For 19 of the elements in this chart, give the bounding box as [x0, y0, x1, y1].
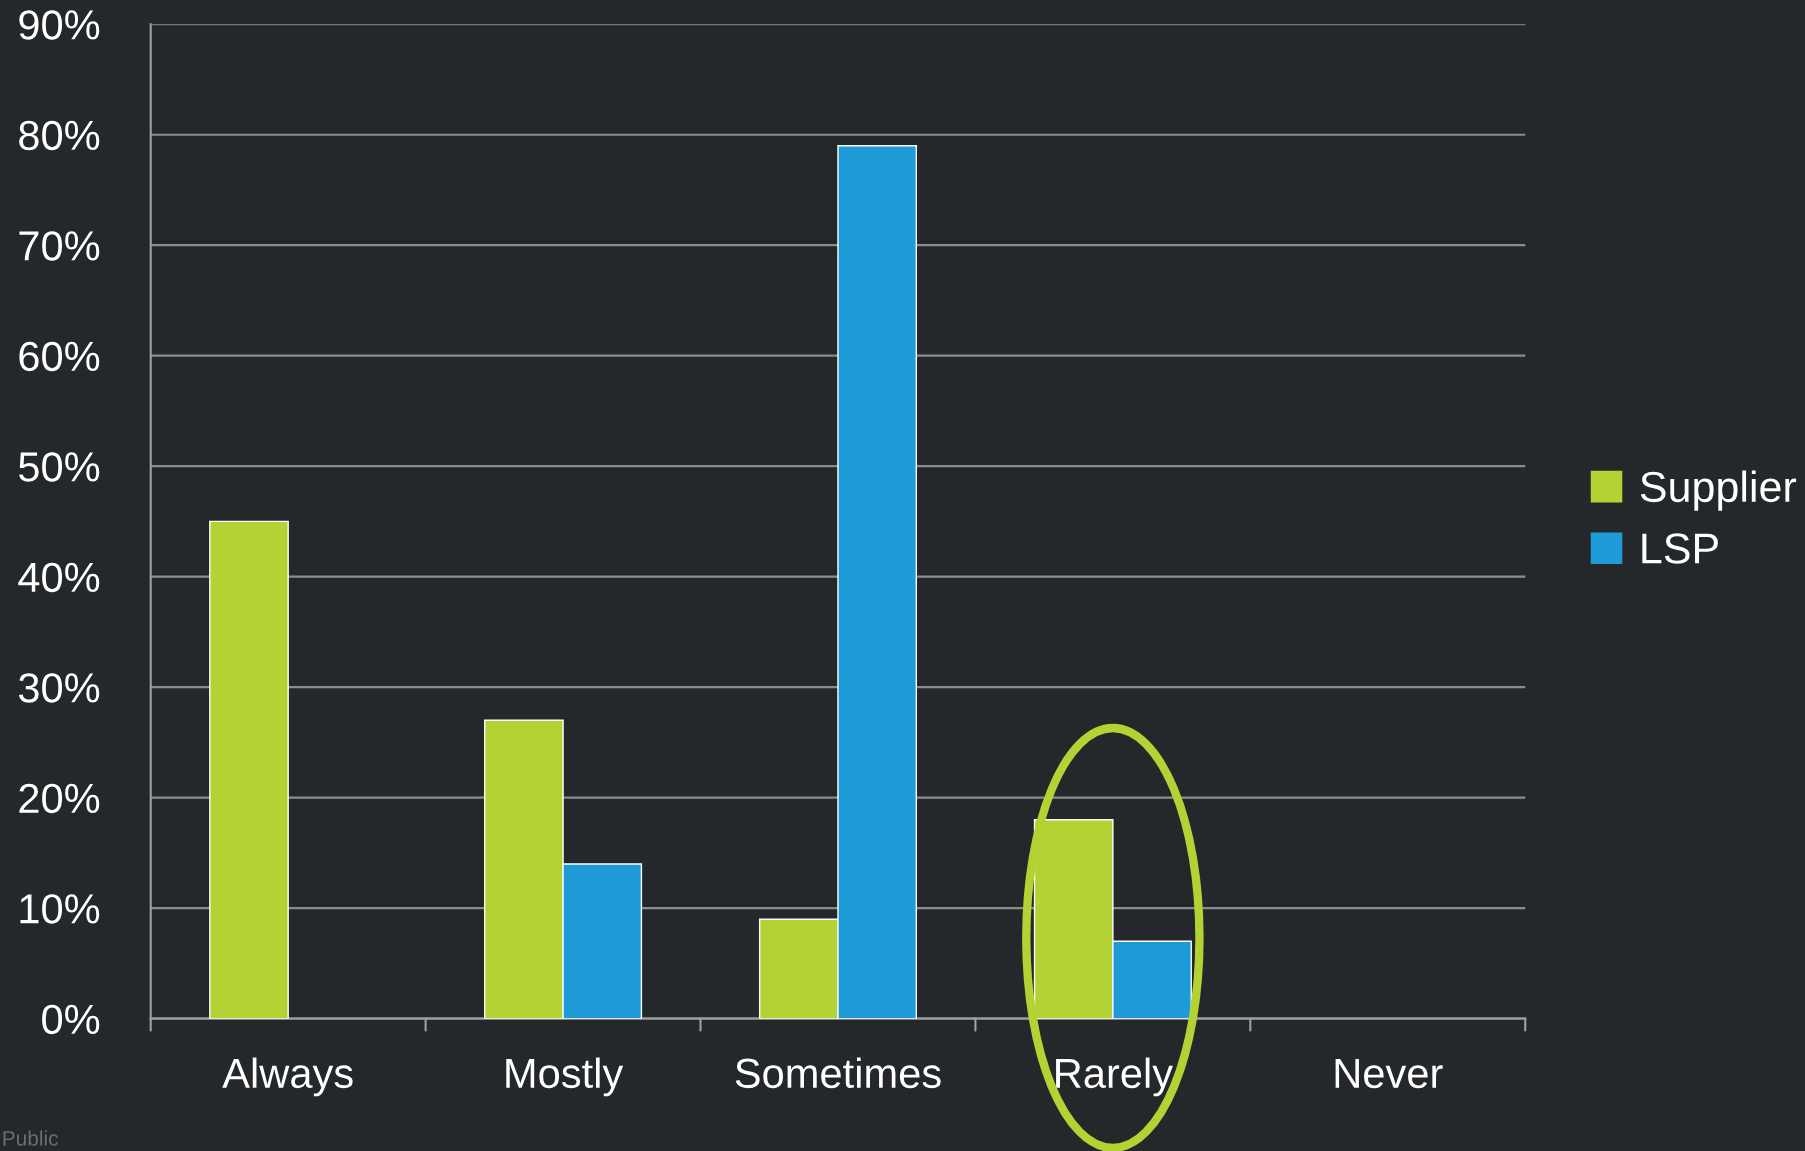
x-tick-label: Always: [222, 1057, 353, 1097]
bar: [209, 520, 289, 1019]
y-tick-label: 70%: [19, 231, 100, 261]
y-tick-label: 0%: [42, 1004, 100, 1035]
y-tick-label: 90%: [19, 10, 100, 40]
x-tick-label: Never: [1335, 1059, 1443, 1089]
x-tick-label: Rarely: [1056, 1057, 1173, 1097]
legend-label: Supplier: [1640, 470, 1797, 511]
text: Public: [3, 1130, 58, 1146]
x-tick-label: Mostly: [506, 1057, 624, 1097]
legend-label: LSP: [1642, 533, 1718, 564]
y-tick-label: 50%: [18, 452, 100, 482]
y-tick-label: 10%: [20, 894, 100, 924]
x-tick-label: Sometimes: [735, 1057, 941, 1089]
y-tick-label: 20%: [19, 783, 100, 814]
y-tick-label: 40%: [18, 562, 100, 593]
y-tick-label: 60%: [19, 341, 100, 372]
y-tick-label: 30%: [18, 673, 100, 703]
y-tick-label: 80%: [19, 120, 100, 151]
